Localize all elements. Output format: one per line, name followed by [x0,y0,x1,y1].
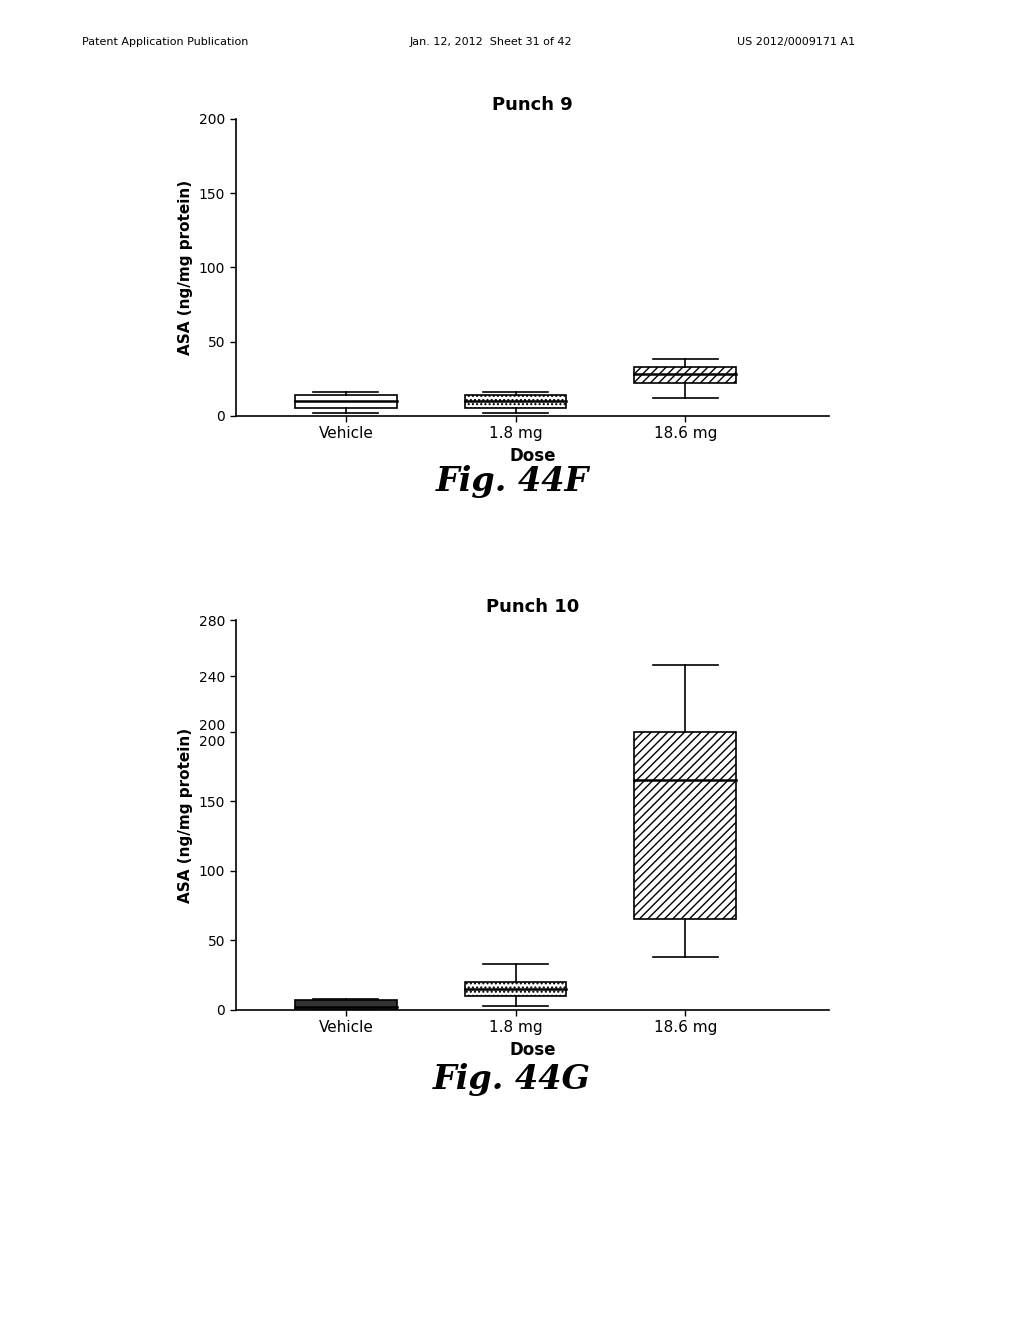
X-axis label: Dose: Dose [509,1040,556,1059]
Text: Jan. 12, 2012  Sheet 31 of 42: Jan. 12, 2012 Sheet 31 of 42 [410,37,572,48]
Y-axis label: ASA (ng/mg protein): ASA (ng/mg protein) [178,727,194,903]
Text: US 2012/0009171 A1: US 2012/0009171 A1 [737,37,855,48]
Bar [295,1001,396,1010]
Text: Patent Application Publication: Patent Application Publication [82,37,248,48]
Text: Fig. 44G: Fig. 44G [433,1063,591,1096]
Bar [465,982,566,995]
Bar [465,395,566,408]
Y-axis label: ASA (ng/mg protein): ASA (ng/mg protein) [178,180,194,355]
Bar [634,731,736,920]
Title: Punch 10: Punch 10 [485,598,580,616]
X-axis label: Dose: Dose [509,446,556,465]
Bar [634,367,736,383]
Title: Punch 9: Punch 9 [493,96,572,115]
Bar [295,395,396,408]
Text: Fig. 44F: Fig. 44F [435,465,589,498]
